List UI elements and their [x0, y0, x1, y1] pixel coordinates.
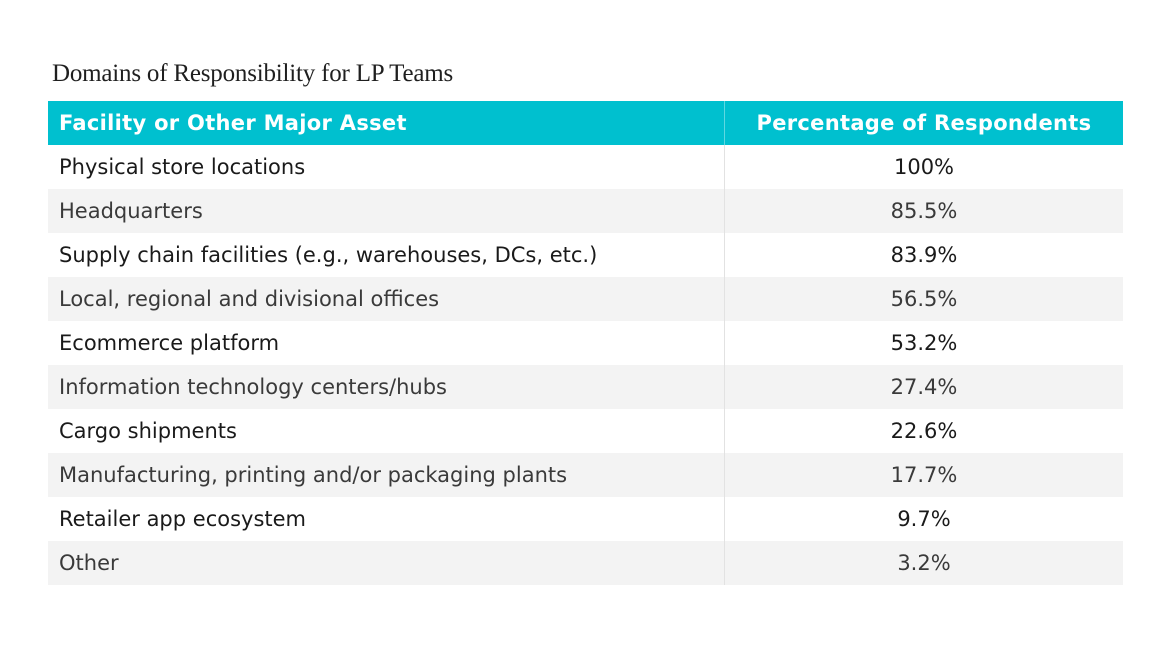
table-row: Headquarters 85.5%	[48, 189, 1123, 233]
table-row: Manufacturing, printing and/or packaging…	[48, 453, 1123, 497]
asset-cell: Ecommerce platform	[48, 321, 725, 365]
table-row: Retailer app ecosystem 9.7%	[48, 497, 1123, 541]
asset-cell: Cargo shipments	[48, 409, 725, 453]
percentage-cell: 85.5%	[890, 199, 958, 223]
table-row: Ecommerce platform 53.2%	[48, 321, 1123, 365]
table-row: Cargo shipments 22.6%	[48, 409, 1123, 453]
percentage-cell: 56.5%	[890, 287, 958, 311]
table-title: Domains of Responsibility for LP Teams	[52, 60, 454, 87]
asset-cell: Headquarters	[48, 189, 725, 233]
table-row: Other 3.2%	[48, 541, 1123, 585]
table-row: Local, regional and divisional offices 56…	[48, 277, 1123, 321]
table-row: Physical store locations 100%	[48, 145, 1123, 189]
asset-cell: Physical store locations	[48, 145, 725, 189]
column-header-percentage: Percentage of Respondents	[756, 111, 1092, 135]
percentage-cell: 53.2%	[890, 331, 958, 355]
asset-cell: Other	[48, 541, 725, 585]
asset-cell: Manufacturing, printing and/or packaging…	[48, 453, 725, 497]
percentage-cell: 100%	[893, 155, 955, 179]
table-body: Physical store locations 100% Headquarters…	[48, 145, 1123, 585]
percentage-cell: 27.4%	[890, 375, 958, 399]
table-row: Supply chain facilities (e.g., warehouse…	[48, 233, 1123, 277]
percentage-cell: 3.2%	[897, 551, 951, 575]
percentage-cell: 9.7%	[897, 507, 951, 531]
percentage-cell: 17.7%	[890, 463, 958, 487]
asset-cell: Information technology centers/hubs	[48, 365, 725, 409]
asset-cell: Retailer app ecosystem	[48, 497, 725, 541]
asset-cell: Supply chain facilities (e.g., warehouse…	[48, 233, 725, 277]
percentage-cell: 22.6%	[890, 419, 958, 443]
table-row: Information technology centers/hubs 27.4%	[48, 365, 1123, 409]
column-header-asset: Facility or Other Major Asset	[48, 101, 725, 145]
asset-cell: Local, regional and divisional offices	[48, 277, 725, 321]
percentage-cell: 83.9%	[890, 243, 958, 267]
table-header-row: Facility or Other Major Asset Percentage…	[48, 101, 1123, 145]
responsibility-table: Facility or Other Major Asset Percentage…	[48, 101, 1123, 585]
